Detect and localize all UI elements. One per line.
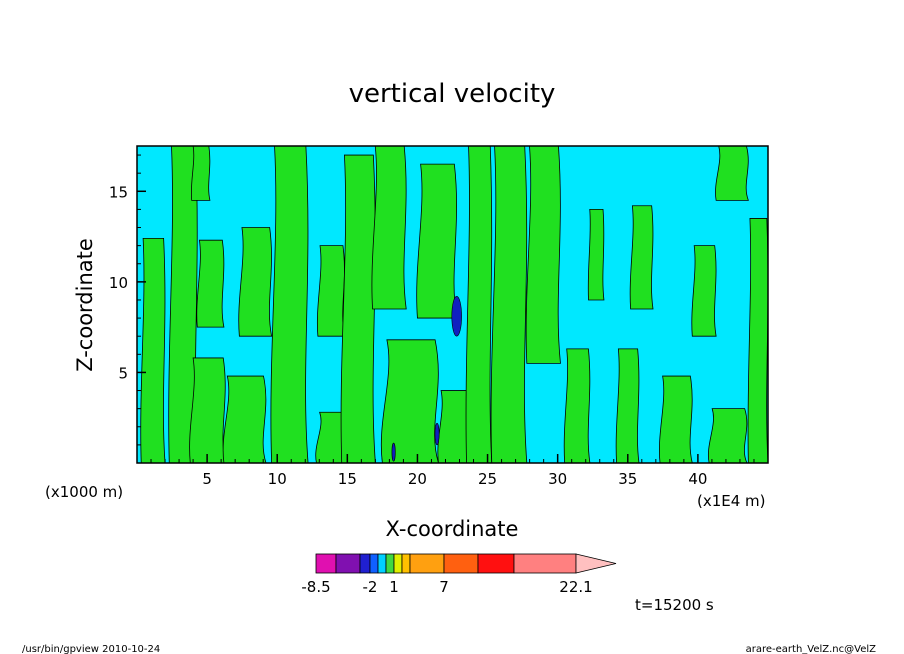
positive-region-23: [691, 245, 717, 337]
positive-region-25: [715, 146, 749, 201]
colorbar-segment: [377, 553, 387, 574]
x-tick-label: 20: [408, 470, 427, 488]
colorbar-segment: [409, 553, 445, 574]
colorbar-segment: [369, 553, 379, 574]
positive-region-11: [371, 146, 407, 310]
x-tick-label: 15: [338, 470, 357, 488]
positive-region-17: [525, 146, 561, 364]
positive-region-0: [140, 237, 166, 463]
y-tick-label: 10: [109, 274, 128, 292]
chart-title: vertical velocity: [349, 79, 556, 109]
colorbar-label: 1: [389, 578, 399, 596]
colorbar-segment: [443, 553, 479, 574]
positive-region-6: [238, 227, 273, 337]
x-tick-label: 5: [202, 470, 212, 488]
colorbar-label: -8.5: [301, 578, 330, 596]
x-tick-label: 30: [548, 470, 567, 488]
colorbar-segment: [393, 553, 403, 574]
contour-fills: [140, 146, 768, 463]
positive-region-15: [465, 146, 493, 463]
y-tick-label: 15: [109, 183, 128, 201]
positive-region-4: [190, 146, 211, 201]
x-tick-label: 10: [268, 470, 287, 488]
x-unit-right: (x1E4 m): [697, 492, 766, 510]
plot-area: 5 10 15 20 25 30 35 40 5 10 15: [109, 145, 769, 488]
positive-region-5: [222, 375, 267, 463]
positive-region-12: [380, 339, 439, 463]
x-axis-label: X-coordinate: [386, 517, 519, 541]
positive-region-19: [587, 209, 605, 301]
footer-left: /usr/bin/gpview 2010-10-24: [22, 644, 160, 654]
colorbar-segment: [359, 553, 371, 574]
positive-region-13: [416, 163, 458, 319]
positive-region-18: [563, 348, 591, 463]
positive-region-16: [490, 146, 528, 463]
colorbar-segment: [513, 553, 577, 574]
positive-region-22: [659, 375, 693, 463]
plot-frame: [136, 145, 769, 464]
positive-region-3: [196, 239, 225, 328]
x-unit-left: (x1000 m): [45, 483, 123, 501]
x-tick-label: 25: [478, 470, 497, 488]
x-tick-label: 35: [618, 470, 637, 488]
strong-downdraft-1: [434, 422, 440, 446]
colorbar-segment: [401, 553, 411, 574]
colorbar-extension: [575, 553, 617, 574]
x-tick-label: 40: [688, 470, 707, 488]
y-axis-label: Z-coordinate: [73, 238, 97, 372]
positive-region-20: [615, 348, 640, 463]
colorbar-segment: [335, 553, 361, 574]
colorbar-label: -2: [363, 578, 378, 596]
positive-region-2: [189, 357, 226, 463]
colorbar-segment: [385, 553, 395, 574]
time-label: t=15200 s: [635, 596, 714, 614]
colorbar: -8.5 -2 1 7 22.1: [301, 553, 617, 596]
colorbar-label: 7: [439, 578, 449, 596]
strong-downdraft-2: [391, 442, 396, 462]
y-tick-label: 5: [118, 364, 128, 382]
positive-region-24: [707, 408, 748, 463]
positive-region-9: [316, 245, 346, 337]
footer-right: arare-earth_VelZ.nc@VelZ: [746, 644, 877, 654]
colorbar-segment: [477, 553, 515, 574]
colorbar-segment: [315, 553, 337, 574]
positive-region-26: [747, 218, 768, 463]
positive-region-7: [270, 146, 309, 463]
positive-region-21: [629, 205, 654, 310]
strong-downdraft-0: [451, 296, 462, 337]
axis-ticks: 5 10 15 20 25 30 35 40 5 10 15: [109, 154, 755, 488]
colorbar-label: 22.1: [559, 578, 592, 596]
positive-region-10: [340, 154, 376, 463]
